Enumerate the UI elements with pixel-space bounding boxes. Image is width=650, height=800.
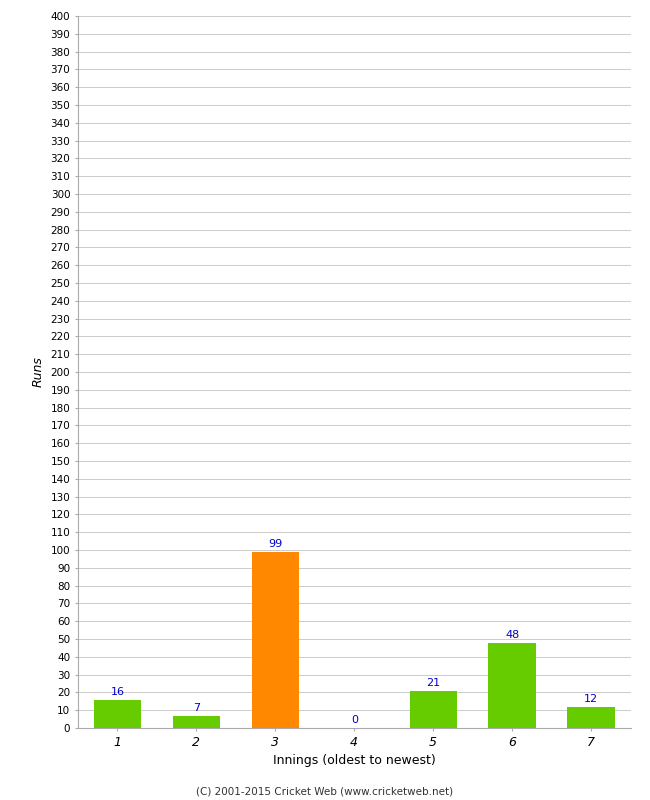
Text: 0: 0: [351, 715, 358, 726]
Bar: [410, 690, 457, 728]
Text: 48: 48: [505, 630, 519, 640]
Bar: [488, 642, 536, 728]
Text: 99: 99: [268, 539, 283, 549]
Text: 21: 21: [426, 678, 440, 688]
Bar: [173, 715, 220, 728]
Y-axis label: Runs: Runs: [32, 357, 45, 387]
Text: 16: 16: [111, 687, 124, 697]
Text: 7: 7: [193, 703, 200, 713]
Text: (C) 2001-2015 Cricket Web (www.cricketweb.net): (C) 2001-2015 Cricket Web (www.cricketwe…: [196, 786, 454, 796]
Bar: [252, 552, 299, 728]
X-axis label: Innings (oldest to newest): Innings (oldest to newest): [273, 754, 436, 767]
Bar: [567, 706, 615, 728]
Bar: [94, 699, 141, 728]
Text: 12: 12: [584, 694, 598, 704]
